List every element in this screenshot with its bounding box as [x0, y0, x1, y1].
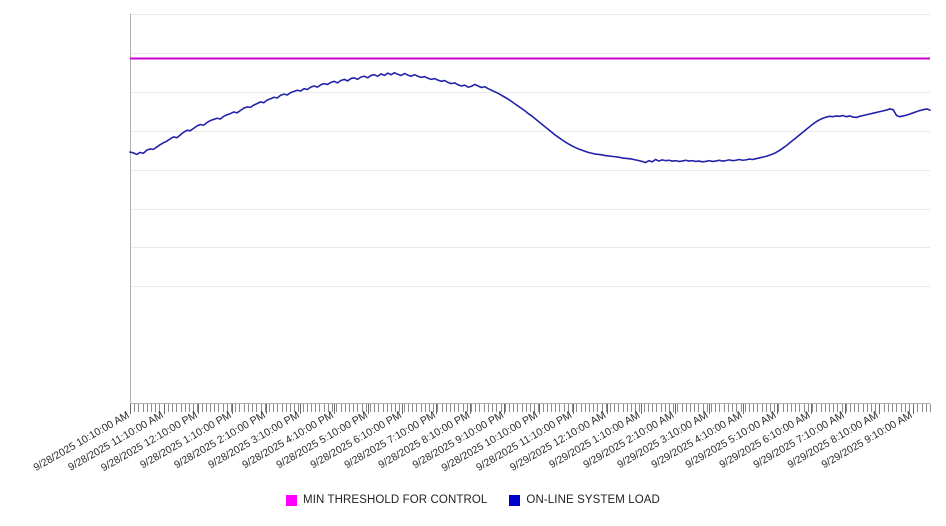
- chart-legend: MIN THRESHOLD FOR CONTROL ON-LINE SYSTEM…: [0, 494, 946, 506]
- x-axis-ticks: [130, 404, 931, 414]
- gridlines: [130, 14, 930, 287]
- legend-label-min-threshold-for-control: MIN THRESHOLD FOR CONTROL: [303, 494, 488, 506]
- legend-label-on-line-system-load: ON-LINE SYSTEM LOAD: [526, 494, 660, 506]
- series-on-line-system-load: [129, 71, 931, 164]
- data-series: [129, 57, 931, 164]
- legend-item-on-line-system-load[interactable]: ON-LINE SYSTEM LOAD: [509, 494, 660, 506]
- legend-item-min-threshold-for-control[interactable]: MIN THRESHOLD FOR CONTROL: [286, 494, 487, 506]
- legend-swatch-blue: [509, 494, 521, 506]
- legend-swatch-magenta: [286, 494, 298, 506]
- x-axis-tick-labels: 9/28/2025 10:10:00 AM9/28/2025 11:10:00 …: [31, 409, 914, 474]
- axes: [130, 14, 930, 404]
